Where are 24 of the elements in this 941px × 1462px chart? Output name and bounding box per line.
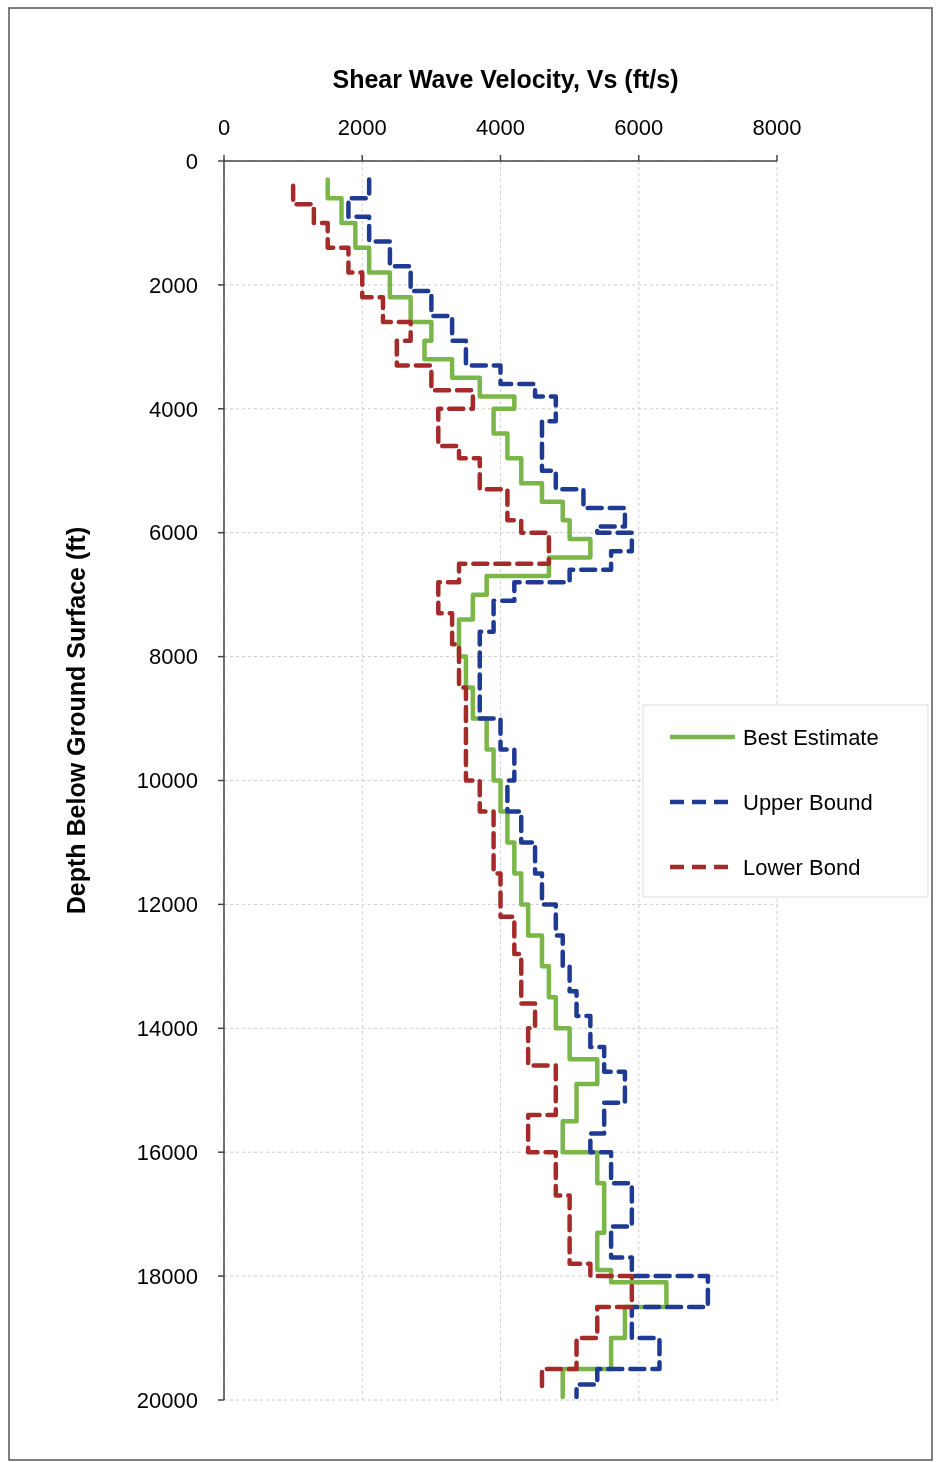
line-series xyxy=(325,177,669,1400)
y-tick-label: 20000 xyxy=(136,1387,198,1413)
y-tick-label: 12000 xyxy=(136,892,198,918)
x-tick-label: 8000 xyxy=(752,115,802,140)
line-series xyxy=(290,183,635,1390)
y-tick-label: 10000 xyxy=(136,768,198,794)
x-tick-label: 2000 xyxy=(337,115,387,140)
legend-label: Lower Bond xyxy=(743,854,861,880)
y-tick-label: 0 xyxy=(185,148,198,174)
y-tick-label: 6000 xyxy=(149,520,198,546)
y-tick-label: 14000 xyxy=(136,1016,198,1041)
x-axis-title: Shear Wave Velocity, Vs (ft/s) xyxy=(332,65,679,93)
x-tick-label: 0 xyxy=(217,115,231,140)
legend-label: Best Estimate xyxy=(743,724,879,750)
y-tick-label: 2000 xyxy=(149,272,198,298)
x-tick-label: 6000 xyxy=(614,115,664,140)
y-tick-label: 8000 xyxy=(149,644,198,670)
x-tick-label: 4000 xyxy=(476,115,525,140)
y-axis-title: Depth Below Ground Surface (ft) xyxy=(62,526,90,915)
y-tick-label: 4000 xyxy=(149,396,198,422)
legend-label: Upper Bound xyxy=(743,789,873,815)
y-tick-label: 16000 xyxy=(136,1139,198,1165)
y-tick-label: 18000 xyxy=(136,1263,198,1289)
line-series xyxy=(346,177,711,1400)
